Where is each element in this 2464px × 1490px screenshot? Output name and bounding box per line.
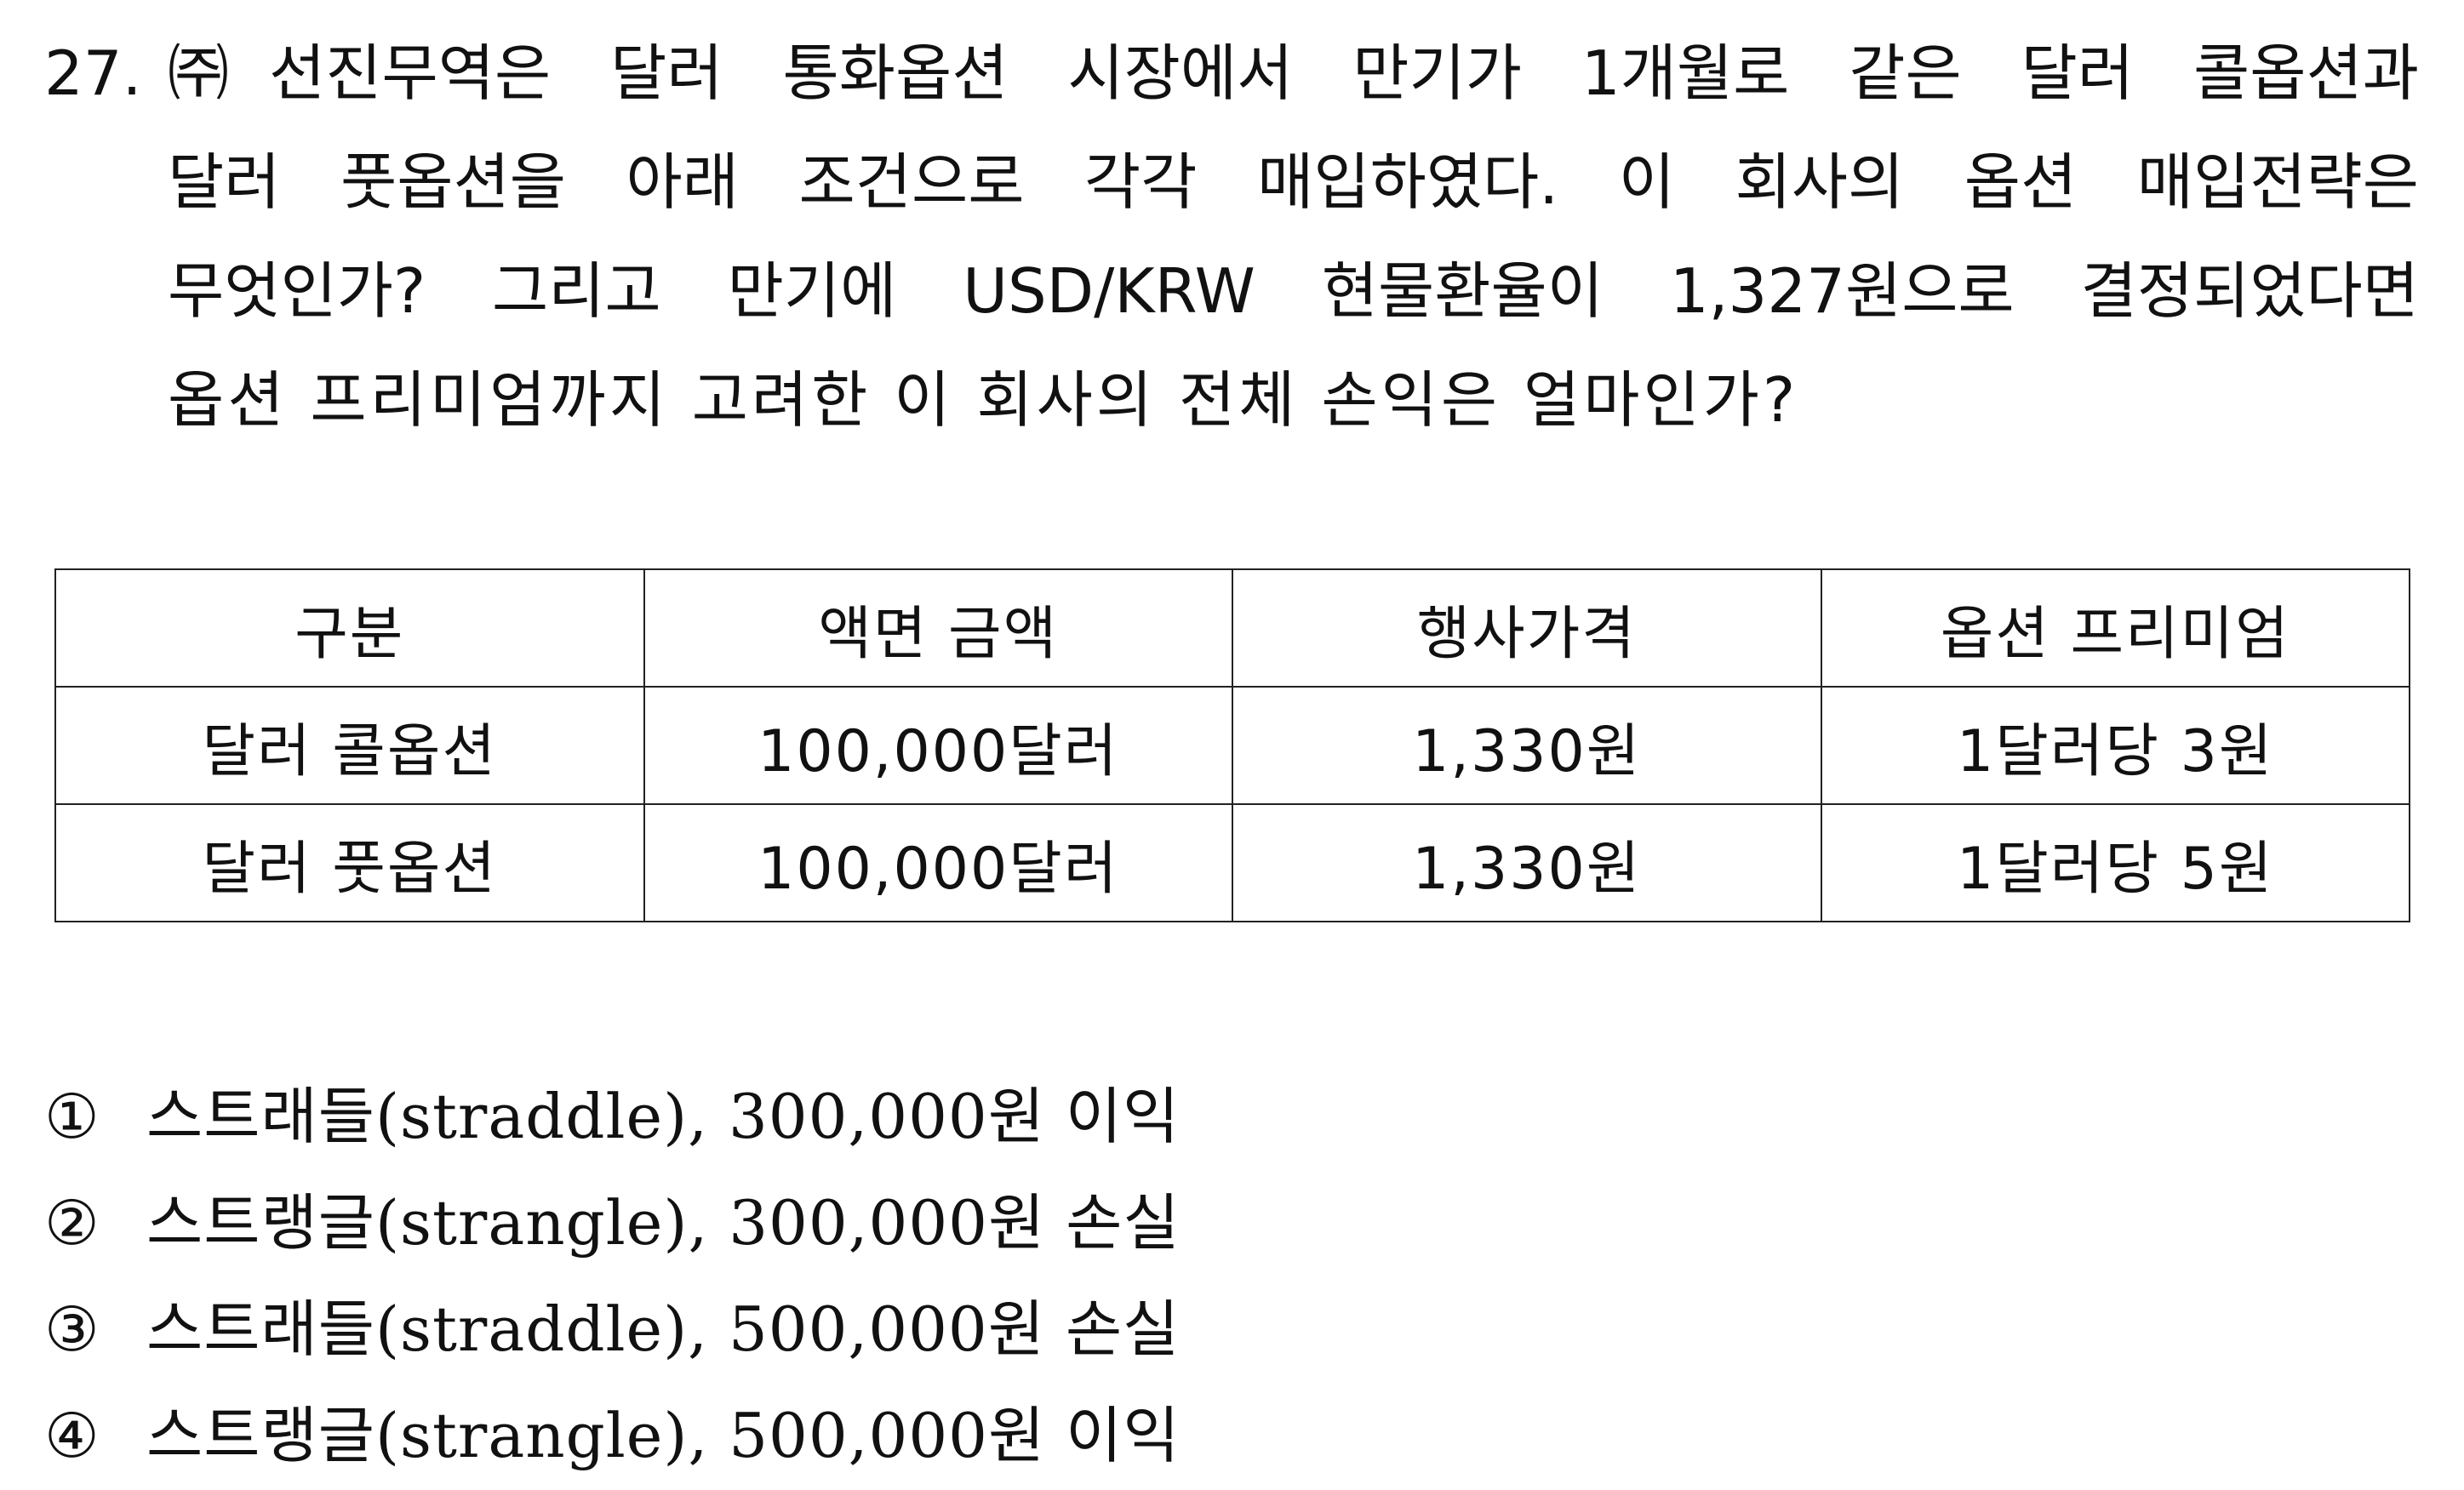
table-cell-category: 달러 콜옵션	[54, 686, 645, 805]
option-conditions-table: 구분 액면 금액 행사가격 옵션 프리미엄 달러 콜옵션 100,000달러 1…	[54, 568, 2410, 922]
choice-marker: ②	[44, 1187, 100, 1259]
table-header-row: 구분 액면 금액 행사가격 옵션 프리미엄	[54, 568, 2410, 688]
table-header-category: 구분	[54, 568, 645, 688]
answer-choice-1[interactable]: ① 스트래들(straddle), 300,000원 이익	[44, 1064, 1181, 1170]
choice-marker: ④	[44, 1400, 100, 1471]
question-text-line: ㈜선진무역은 달러 통화옵션 시장에서 만기가 1개월로 같은 달러 콜옵션과	[168, 37, 2419, 109]
choice-marker: ③	[44, 1293, 100, 1365]
table-header-strike-price: 행사가격	[1232, 568, 1822, 688]
answer-choice-3[interactable]: ③ 스트래들(straddle), 500,000원 손실	[44, 1276, 1181, 1383]
table-cell-face-amount: 100,000달러	[643, 686, 1233, 805]
choice-text: 스트랭글(strangle), 300,000원 손실	[146, 1187, 1181, 1259]
table-cell-strike-price: 1,330원	[1232, 686, 1822, 805]
question-text-line: 달러 풋옵션을 아래 조건으로 각각 매입하였다. 이 회사의 옵션 매입전략은	[168, 146, 2419, 218]
question-text-line: 옵션 프리미엄까지 고려한 이 회사의 전체 손익은 얼마인가?	[168, 364, 1799, 436]
question-number: 27.	[44, 37, 142, 109]
choice-marker: ①	[44, 1081, 100, 1152]
table-cell-face-amount: 100,000달러	[643, 803, 1233, 922]
answer-choices: ① 스트래들(straddle), 300,000원 이익 ② 스트랭글(stran…	[44, 1064, 1181, 1489]
answer-choice-2[interactable]: ② 스트랭글(strangle), 300,000원 손실	[44, 1170, 1181, 1276]
choice-text: 스트랭글(strangle), 500,000원 이익	[146, 1400, 1181, 1471]
question-line-1: 27. ㈜선진무역은 달러 통화옵션 시장에서 만기가 1개월로 같은 달러 콜옵…	[44, 19, 2419, 128]
question-block: 27. ㈜선진무역은 달러 통화옵션 시장에서 만기가 1개월로 같은 달러 콜옵…	[44, 19, 2419, 454]
table-cell-strike-price: 1,330원	[1232, 803, 1822, 922]
table-row: 달러 풋옵션 100,000달러 1,330원 1달러당 5원	[54, 803, 2410, 922]
table-row: 달러 콜옵션 100,000달러 1,330원 1달러당 3원	[54, 686, 2410, 805]
answer-choice-4[interactable]: ④ 스트랭글(strangle), 500,000원 이익	[44, 1383, 1181, 1489]
table-cell-option-premium: 1달러당 3원	[1820, 686, 2410, 805]
table-header-option-premium: 옵션 프리미엄	[1820, 568, 2410, 688]
table-cell-category: 달러 풋옵션	[54, 803, 645, 922]
choice-text: 스트래들(straddle), 500,000원 손실	[146, 1293, 1181, 1365]
question-text-line: 무엇인가? 그리고 만기에 USD/KRW 현물환율이 1,327원으로 결정되…	[168, 255, 2419, 327]
table-cell-option-premium: 1달러당 5원	[1820, 803, 2410, 922]
table-header-face-amount: 액면 금액	[643, 568, 1233, 688]
choice-text: 스트래들(straddle), 300,000원 이익	[146, 1081, 1181, 1152]
